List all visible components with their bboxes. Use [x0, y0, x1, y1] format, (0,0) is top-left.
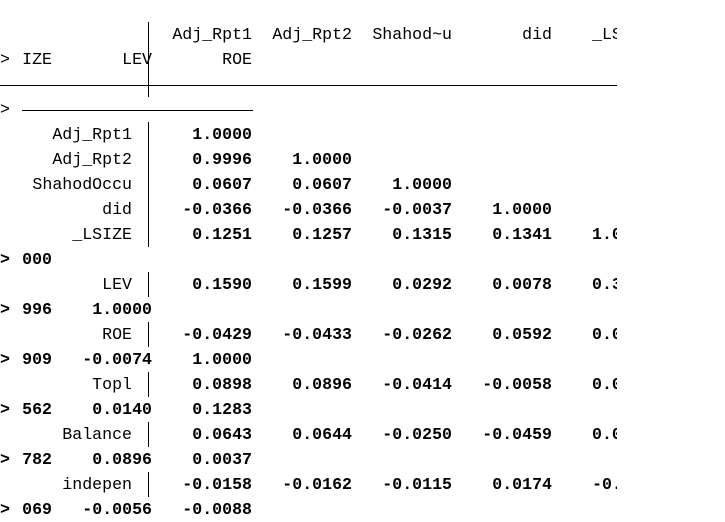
- matrix-value: -0.0: [592, 475, 617, 494]
- matrix-value: 0.1257: [292, 225, 352, 244]
- matrix-value: 0.1251: [192, 225, 252, 244]
- column-separator: [148, 22, 149, 97]
- matrix-value: -0.0414: [382, 375, 452, 394]
- row-label: Adj_Rpt1: [52, 125, 132, 144]
- matrix-value: 1.0000: [292, 150, 352, 169]
- column-separator: [148, 172, 149, 197]
- matrix-value: -0.0366: [282, 200, 352, 219]
- row-label: _LSIZE: [72, 225, 132, 244]
- table-rule: [22, 110, 253, 111]
- matrix-value: 1.0000: [92, 300, 152, 319]
- continuation-fragment: 000: [22, 250, 52, 269]
- column-separator: [148, 197, 149, 222]
- column-separator: [148, 222, 149, 247]
- matrix-value: 1.0000: [392, 175, 452, 194]
- continuation-prompt: >: [0, 450, 10, 469]
- row-label: Adj_Rpt2: [52, 150, 132, 169]
- continuation-fragment: 069: [22, 500, 52, 519]
- row-label: ROE: [102, 325, 132, 344]
- matrix-value: 1.0000: [192, 350, 252, 369]
- stata-results-window: Adj_Rpt1 Adj_Rpt2 Shahod~u did _LS > IZE LEV ROE…: [0, 22, 617, 519]
- matrix-value: -0.0366: [182, 200, 252, 219]
- matrix-value: 1.0000: [192, 125, 252, 144]
- row-label: Balance: [62, 425, 132, 444]
- matrix-value: 0.0643: [192, 425, 252, 444]
- column-header: did: [522, 25, 552, 44]
- matrix-value: -0.0433: [282, 325, 352, 344]
- matrix-value: 0.0: [592, 425, 617, 444]
- matrix-value: 0.0: [592, 375, 617, 394]
- matrix-value: 0.1590: [192, 275, 252, 294]
- continuation-prompt: >: [0, 350, 10, 369]
- row-label: did: [102, 200, 132, 219]
- column-separator: [148, 147, 149, 172]
- column-separator: [148, 322, 149, 347]
- matrix-value: 0.9996: [192, 150, 252, 169]
- matrix-value: -0.0429: [182, 325, 252, 344]
- table-rule: [0, 85, 617, 86]
- matrix-value: 0.3: [592, 275, 617, 294]
- column-separator: [148, 372, 149, 397]
- row-label: ShahodOccu: [32, 175, 132, 194]
- row-label: indepen: [62, 475, 132, 494]
- matrix-value: ROE: [222, 50, 252, 69]
- matrix-value: 0.0896: [92, 450, 152, 469]
- row-label: LEV: [102, 275, 132, 294]
- matrix-value: -0.0459: [482, 425, 552, 444]
- matrix-value: 0.0607: [292, 175, 352, 194]
- matrix-value: 0.0898: [192, 375, 252, 394]
- matrix-value: 0.0644: [292, 425, 352, 444]
- matrix-value: -0.0037: [382, 200, 452, 219]
- continuation-fragment: 562: [22, 400, 52, 419]
- matrix-value: 0.1283: [192, 400, 252, 419]
- matrix-value: 0.0174: [492, 475, 552, 494]
- matrix-value: 0.0: [592, 325, 617, 344]
- matrix-value: 0.1341: [492, 225, 552, 244]
- matrix-value: -0.0250: [382, 425, 452, 444]
- column-separator: [148, 122, 149, 147]
- matrix-value: -0.0115: [382, 475, 452, 494]
- matrix-value: -0.0262: [382, 325, 452, 344]
- matrix-value: LEV: [122, 50, 152, 69]
- continuation-prompt: >: [0, 50, 10, 69]
- matrix-value: 0.0078: [492, 275, 552, 294]
- matrix-value: -0.0088: [182, 500, 252, 519]
- column-separator: [148, 422, 149, 447]
- row-label: Topl: [92, 375, 132, 394]
- continuation-fragment: 782: [22, 450, 52, 469]
- continuation-fragment: IZE: [22, 50, 52, 69]
- matrix-value: -0.0056: [82, 500, 152, 519]
- column-header: _LS: [592, 25, 617, 44]
- continuation-prompt: >: [0, 500, 10, 519]
- matrix-value: 1.0000: [492, 200, 552, 219]
- column-header: Shahod~u: [372, 25, 452, 44]
- matrix-value: 0.1315: [392, 225, 452, 244]
- column-separator: [148, 272, 149, 297]
- column-header: Adj_Rpt2: [272, 25, 352, 44]
- matrix-value: -0.0058: [482, 375, 552, 394]
- continuation-prompt: >: [0, 250, 10, 269]
- column-separator: [148, 472, 149, 497]
- matrix-value: 0.0592: [492, 325, 552, 344]
- continuation-prompt: >: [0, 100, 10, 119]
- matrix-value: 1.0: [592, 225, 617, 244]
- matrix-value: 0.1599: [292, 275, 352, 294]
- continuation-fragment: 996: [22, 300, 52, 319]
- matrix-value: -0.0158: [182, 475, 252, 494]
- continuation-prompt: >: [0, 300, 10, 319]
- matrix-value: 0.0292: [392, 275, 452, 294]
- matrix-value: -0.0074: [82, 350, 152, 369]
- matrix-value: 0.0896: [292, 375, 352, 394]
- matrix-value: 0.0140: [92, 400, 152, 419]
- column-header: Adj_Rpt1: [172, 25, 252, 44]
- matrix-value: 0.0607: [192, 175, 252, 194]
- continuation-fragment: 909: [22, 350, 52, 369]
- matrix-value: -0.0162: [282, 475, 352, 494]
- matrix-value: 0.0037: [192, 450, 252, 469]
- continuation-prompt: >: [0, 400, 10, 419]
